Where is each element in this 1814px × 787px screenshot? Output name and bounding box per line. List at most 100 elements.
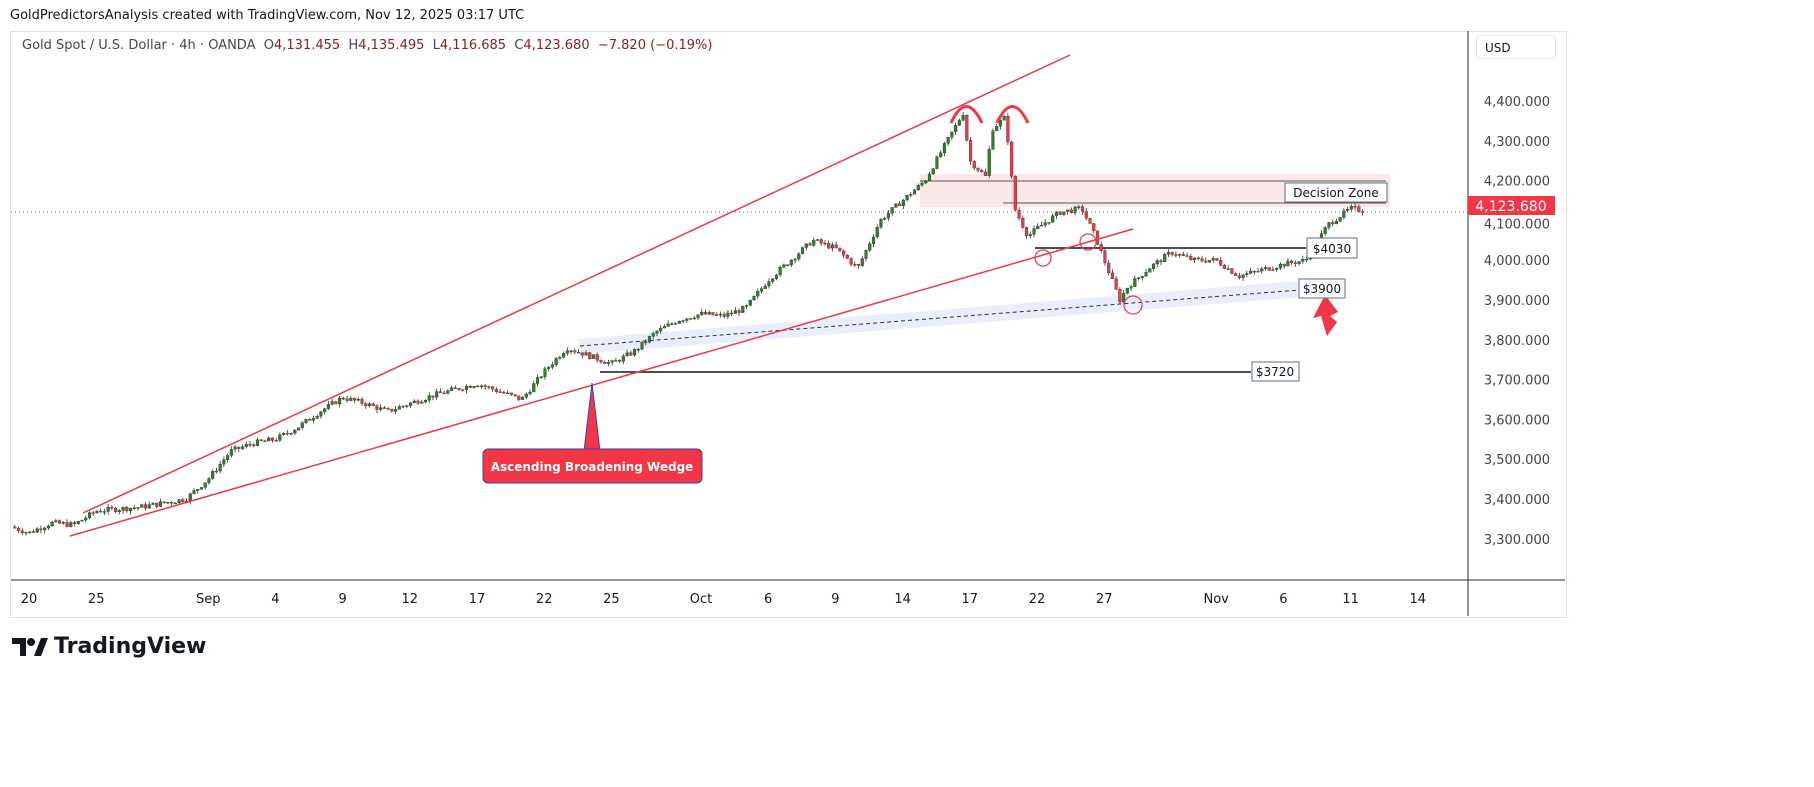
candle-up <box>584 352 588 356</box>
candle-up <box>1297 261 1301 264</box>
candle-up <box>278 434 282 441</box>
candle-up <box>464 386 469 390</box>
candle-down <box>390 408 394 412</box>
candle-down <box>509 392 513 395</box>
x-tick-label: 22 <box>1029 592 1046 607</box>
wedge-lower-line[interactable] <box>69 228 1134 537</box>
candle-down <box>1084 211 1088 219</box>
candle-up <box>726 312 730 317</box>
wedge-upper-line[interactable] <box>82 54 1071 514</box>
candle-up <box>1036 225 1040 229</box>
candle-up <box>1002 115 1006 121</box>
candle-up <box>939 152 943 157</box>
callout-pointer <box>583 382 601 452</box>
candle-up <box>1028 234 1032 237</box>
candle-down <box>1256 270 1260 273</box>
candle-up <box>920 182 924 186</box>
candle-up <box>1032 228 1036 235</box>
level-4030-box[interactable] <box>1306 237 1358 259</box>
tradingview-logo-icon <box>12 637 48 656</box>
candle-down <box>1230 268 1234 274</box>
candle-down <box>248 444 252 446</box>
candle-up <box>50 521 54 527</box>
y-tick-label: 3,400.000 <box>1484 493 1550 508</box>
candle-down <box>162 501 166 504</box>
candle-up <box>685 318 689 321</box>
candle-down <box>375 405 379 410</box>
candle-down <box>237 446 241 449</box>
candle-up <box>61 522 65 524</box>
candle-up <box>524 393 528 398</box>
candle-up <box>763 285 767 289</box>
candle-down <box>703 311 708 315</box>
callout-box[interactable] <box>482 448 703 484</box>
y-tick-label: 4,200.000 <box>1484 175 1550 190</box>
x-tick-label: 17 <box>962 592 979 607</box>
candle-down <box>1170 252 1174 255</box>
candle-down <box>39 528 43 531</box>
decision-zone-label-box[interactable] <box>1284 182 1388 203</box>
support-dashed-line[interactable] <box>579 289 1301 347</box>
candle-up <box>532 383 536 393</box>
candle-down <box>1237 275 1241 278</box>
candle-up <box>621 355 625 362</box>
current-price-badge <box>1468 196 1555 215</box>
candle-down <box>442 392 446 395</box>
currency-selector[interactable]: USD <box>1476 35 1556 59</box>
candle-down <box>838 247 842 251</box>
level-3720-box[interactable] <box>1251 361 1300 382</box>
candle-down <box>483 385 487 387</box>
candle-down <box>125 507 129 512</box>
candle-down <box>1252 270 1256 273</box>
candle-down <box>1196 257 1200 260</box>
x-tick-label: 4 <box>271 592 279 607</box>
candle-up <box>554 358 558 365</box>
candle-up <box>1327 222 1331 228</box>
candle-down <box>99 510 103 513</box>
candle-down <box>1189 256 1193 260</box>
candle-up <box>520 397 525 400</box>
candle-up <box>674 323 678 325</box>
candle-up <box>909 194 913 196</box>
candle-up <box>367 403 372 406</box>
candle-up <box>830 244 834 249</box>
candle-up <box>931 168 935 175</box>
candle-up <box>789 259 793 266</box>
candle-up <box>214 470 218 473</box>
candle-down <box>1222 265 1226 269</box>
candle-down <box>1159 260 1163 263</box>
candle-up <box>1275 268 1279 270</box>
candle-up <box>681 320 685 322</box>
candle-up <box>188 493 192 502</box>
x-tick-label: 9 <box>338 592 346 607</box>
candle-down <box>1110 272 1114 279</box>
candle-up <box>356 398 360 401</box>
candle-down <box>786 264 790 266</box>
candle-up <box>1346 209 1350 211</box>
candle-up <box>1248 270 1253 274</box>
candle-up <box>591 354 596 359</box>
candle-down <box>1010 141 1014 177</box>
x-tick-label: Oct <box>690 592 712 607</box>
tradingview-logo[interactable]: TradingView <box>12 634 206 659</box>
candle-up <box>379 407 383 410</box>
candle-down <box>629 352 633 356</box>
candle-up <box>707 312 711 315</box>
candle-down <box>263 440 267 442</box>
candle-down <box>416 400 420 404</box>
candle-down <box>853 264 857 266</box>
candle-down <box>599 360 603 363</box>
level-3900-box[interactable] <box>1298 278 1346 299</box>
candle-up <box>199 487 204 490</box>
candle-up <box>319 411 323 417</box>
candle-down <box>513 394 517 396</box>
candle-up <box>655 330 659 334</box>
candle-up <box>767 281 771 287</box>
candle-up <box>323 408 327 412</box>
candle-up <box>659 327 663 332</box>
candle-up <box>569 350 573 352</box>
candle-up <box>76 521 80 524</box>
candle-down <box>181 499 185 502</box>
candle-up <box>166 502 170 504</box>
